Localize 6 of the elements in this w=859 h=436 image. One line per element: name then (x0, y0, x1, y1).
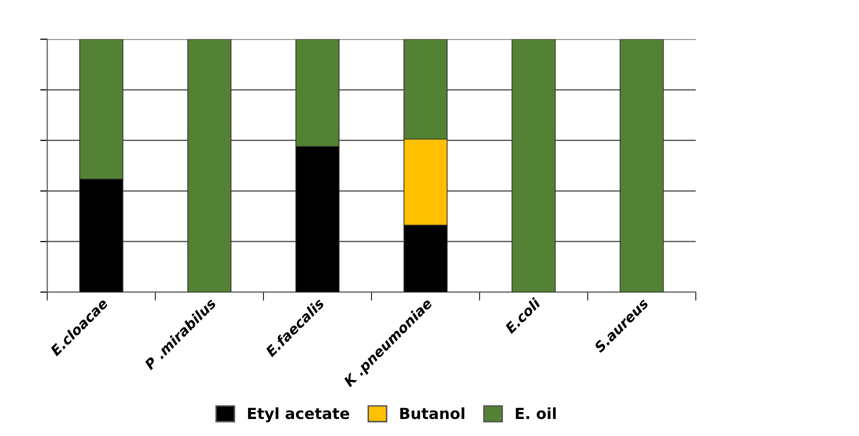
bar (512, 39, 556, 292)
legend-label: Butanol (400, 407, 464, 420)
legend-label: Etyl acetate (248, 407, 350, 422)
bar (620, 39, 664, 292)
bar (187, 39, 232, 292)
legend-label: E. oil (516, 407, 556, 420)
